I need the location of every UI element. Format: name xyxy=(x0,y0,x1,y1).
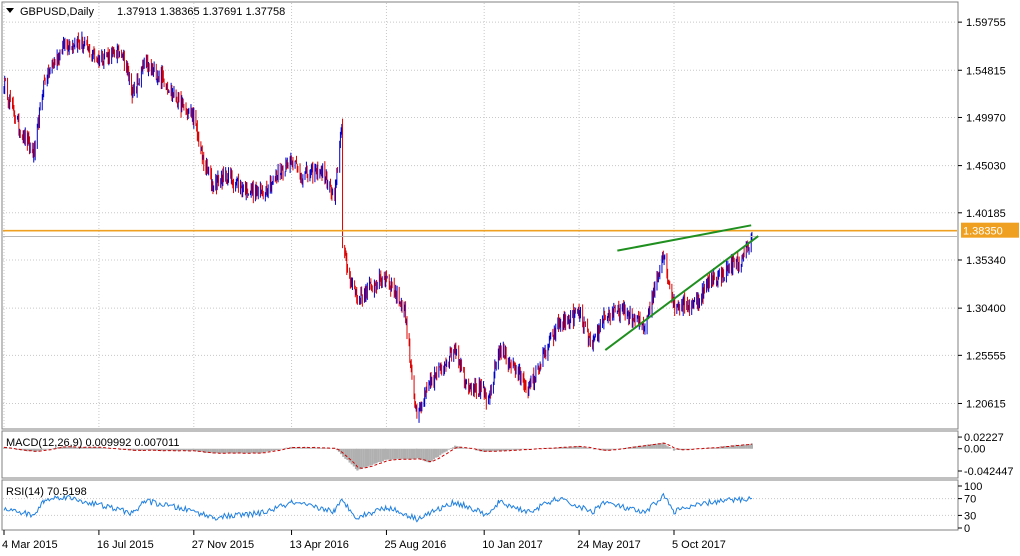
rsi-tick-label: 30 xyxy=(964,510,976,522)
y-tick-label: 1.45030 xyxy=(966,161,1006,173)
trendline-upper[interactable] xyxy=(617,224,752,252)
current-level-badge: 1.38350 xyxy=(961,222,1019,238)
time-axis: 4 Mar 2015 16 Jul 2015 27 Nov 2015 13 Apr 2… xyxy=(2,530,726,551)
chart-overlays xyxy=(3,224,957,351)
y-tick-label: 1.40185 xyxy=(966,208,1006,220)
x-tick-label: 13 Apr 2016 xyxy=(290,539,349,551)
trendline-lower[interactable] xyxy=(604,235,759,351)
x-tick-label: 4 Mar 2015 xyxy=(2,539,58,551)
dropdown-triangle-icon[interactable] xyxy=(6,8,14,13)
price-axis: 1.59755 1.54815 1.49970 1.45030 1.40185 1.353… xyxy=(958,17,1006,410)
y-tick-label: 1.59755 xyxy=(966,17,1006,29)
x-tick-label: 5 Oct 2017 xyxy=(672,539,726,551)
macd-series xyxy=(2,442,754,471)
y-tick-label: 1.20615 xyxy=(966,398,1006,410)
macd-signal-line xyxy=(3,442,753,469)
rsi-label: RSI(14) 70.5198 xyxy=(6,486,87,498)
rsi-tick-label: 70 xyxy=(964,494,976,506)
y-tick-label: 1.54815 xyxy=(966,65,1006,77)
chart-symbol: GBPUSD,Daily xyxy=(20,6,94,18)
rsi-line xyxy=(3,492,753,523)
macd-label: MACD(12,26,9) 0.009992 0.007011 xyxy=(6,437,179,449)
x-tick-label: 25 Aug 2016 xyxy=(384,539,446,551)
main-panel-frame xyxy=(1,1,959,430)
rsi-tick-label: 100 xyxy=(964,481,982,493)
x-tick-label: 16 Jul 2015 xyxy=(97,539,154,551)
chart-ohlc: 1.37913 1.38365 1.37691 1.37758 xyxy=(117,6,285,18)
x-tick-label: 27 Nov 2015 xyxy=(192,539,254,551)
macd-panel-frame xyxy=(1,430,959,479)
macd-tick-label: 0.02227 xyxy=(964,432,1004,444)
rsi-tick-label: 0 xyxy=(964,523,970,535)
macd-tick-label: -0.042447 xyxy=(964,466,1014,478)
rsi-panel-frame xyxy=(1,479,959,531)
y-tick-label: 1.25555 xyxy=(966,350,1006,362)
svg-text:1.38350: 1.38350 xyxy=(963,226,1003,238)
price-series xyxy=(3,31,753,423)
macd-tick-label: 0.00 xyxy=(964,444,985,456)
y-tick-label: 1.35340 xyxy=(966,255,1006,267)
y-tick-label: 1.30400 xyxy=(966,303,1006,315)
x-tick-label: 10 Jan 2017 xyxy=(482,539,543,551)
rsi-series xyxy=(3,492,957,523)
x-tick-label: 24 May 2017 xyxy=(577,539,641,551)
y-tick-label: 1.49970 xyxy=(966,112,1006,124)
